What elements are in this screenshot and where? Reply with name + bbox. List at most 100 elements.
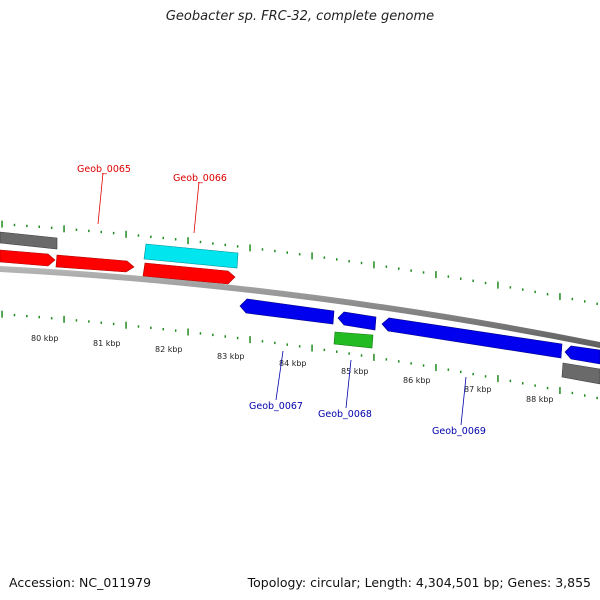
genome-title: Geobacter sp. FRC-32, complete genome: [165, 9, 435, 24]
gene-labels: Geob_0065 Geob_0066 Geob_0067 Geob_0068 …: [77, 164, 486, 437]
major-tick: [435, 271, 437, 279]
scale-label-86kbp: 86 kbp: [403, 376, 431, 385]
gene-label-geob-0067[interactable]: Geob_0067: [249, 401, 303, 412]
minor-tick: [584, 300, 586, 303]
minor-tick: [398, 267, 400, 270]
minor-tick: [236, 245, 239, 248]
minor-tick: [484, 375, 487, 378]
major-tick: [187, 328, 189, 336]
major-tick: [63, 225, 65, 233]
minor-tick: [162, 236, 164, 240]
minor-tick: [274, 249, 276, 253]
gene-arrow-reverse-4[interactable]: [564, 345, 600, 365]
gene-grey-feature-upper[interactable]: [0, 231, 58, 250]
minor-tick: [509, 379, 512, 383]
minor-tick: [596, 396, 598, 400]
minor-tick: [137, 234, 140, 237]
minor-tick: [571, 391, 574, 395]
gene-label-geob-0065[interactable]: Geob_0065: [77, 164, 131, 175]
gene-arrow-forward-3[interactable]: [142, 262, 236, 285]
major-tick: [435, 364, 437, 372]
minor-tick: [150, 235, 152, 238]
gene-arrow-reverse-2[interactable]: [337, 311, 377, 331]
gene-cyan-feature[interactable]: [143, 243, 239, 269]
gene-label-geob-0069[interactable]: Geob_0069: [432, 426, 486, 437]
scale-label-81kbp: 81 kbp: [93, 339, 121, 348]
gene-label-geob-0068[interactable]: Geob_0068: [318, 409, 372, 420]
minor-tick: [534, 290, 536, 294]
minor-tick: [596, 302, 598, 305]
scale-label-80kbp: 80 kbp: [31, 334, 59, 343]
minor-tick: [50, 226, 53, 229]
gene-green-feature[interactable]: [333, 331, 374, 349]
minor-tick: [336, 350, 338, 353]
major-tick: [497, 375, 499, 383]
minor-tick: [286, 343, 288, 346]
scale-label-82kbp: 82 kbp: [155, 345, 183, 354]
minor-tick: [422, 364, 425, 367]
major-tick: [559, 387, 561, 394]
major-tick: [373, 353, 375, 361]
minor-tick: [274, 341, 276, 345]
gene-arrow-forward-1[interactable]: [0, 249, 56, 267]
minor-tick: [546, 293, 549, 296]
genome-backbone: [0, 266, 600, 348]
minor-tick: [546, 386, 549, 390]
lower-tick-row: [1, 310, 598, 400]
minor-tick: [522, 382, 524, 385]
gene-label-geob-0066[interactable]: Geob_0066: [173, 173, 227, 184]
scale-label-88kbp: 88 kbp: [526, 395, 554, 404]
minor-tick: [199, 332, 202, 335]
gene-arrow-reverse-3[interactable]: [381, 317, 563, 359]
minor-tick: [112, 231, 115, 235]
minor-tick: [100, 230, 102, 234]
minor-tick: [50, 317, 53, 320]
minor-tick: [522, 288, 524, 291]
gene-grey-feature-lower[interactable]: [561, 362, 600, 385]
minor-tick: [100, 321, 102, 324]
forward-strand-features: [0, 231, 239, 285]
scale-label-87kbp: 87 kbp: [464, 385, 492, 394]
major-tick: [1, 310, 3, 318]
scale-label-83kbp: 83 kbp: [217, 352, 245, 361]
major-tick: [125, 230, 127, 238]
leader-line-geob-0065: [97, 172, 104, 225]
minor-tick: [360, 354, 363, 357]
minor-tick: [447, 368, 450, 371]
minor-tick: [26, 224, 28, 228]
minor-tick: [472, 372, 474, 376]
minor-tick: [534, 384, 536, 387]
minor-tick: [422, 271, 425, 274]
minor-tick: [410, 362, 412, 365]
minor-tick: [447, 275, 450, 278]
minor-tick: [460, 277, 462, 280]
minor-tick: [26, 314, 28, 318]
gene-arrow-forward-2[interactable]: [55, 254, 135, 273]
minor-tick: [398, 360, 400, 363]
minor-tick: [360, 261, 363, 265]
minor-tick: [261, 340, 264, 343]
major-tick: [373, 261, 375, 269]
minor-tick: [75, 319, 78, 322]
minor-tick: [571, 297, 574, 301]
major-tick: [1, 220, 3, 228]
minor-tick: [286, 251, 288, 254]
leader-line-geob-0069: [460, 376, 467, 426]
reverse-strand-features: [239, 298, 600, 385]
minor-tick: [224, 335, 226, 338]
scale-label-84kbp: 84 kbp: [279, 359, 307, 368]
minor-tick: [236, 336, 239, 340]
gene-arrow-reverse-1[interactable]: [239, 298, 335, 325]
minor-tick: [410, 269, 412, 272]
major-tick: [125, 321, 127, 329]
minor-tick: [323, 256, 326, 259]
leader-line-geob-0066: [193, 181, 200, 234]
leader-line-geob-0067: [275, 350, 284, 401]
minor-tick: [509, 286, 512, 289]
minor-tick: [460, 370, 462, 374]
minor-tick: [13, 223, 16, 227]
minor-tick: [150, 326, 152, 329]
minor-tick: [174, 329, 177, 332]
minor-tick: [323, 348, 326, 352]
